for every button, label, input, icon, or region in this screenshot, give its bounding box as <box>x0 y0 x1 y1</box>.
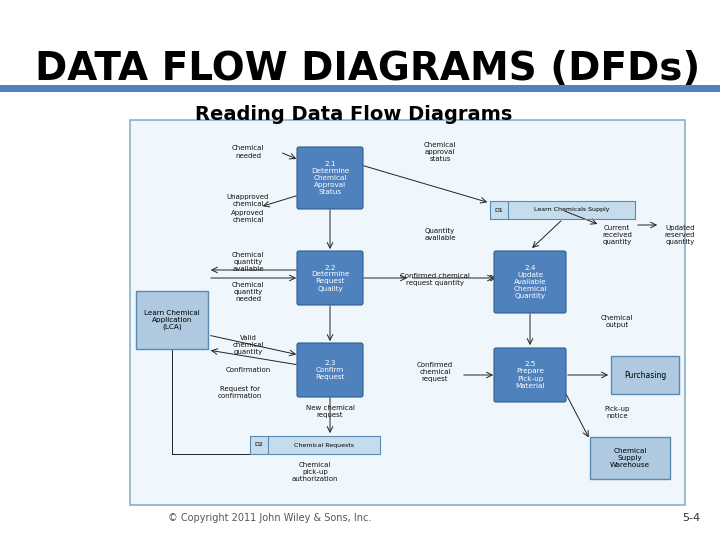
Text: Confirmed
chemical
request: Confirmed chemical request <box>417 362 453 382</box>
FancyBboxPatch shape <box>297 251 363 305</box>
Text: Unapproved
chemical: Unapproved chemical <box>227 193 269 206</box>
Text: 5-4: 5-4 <box>682 513 700 523</box>
Text: 2.5
Prepare
Pick-up
Material: 2.5 Prepare Pick-up Material <box>516 361 545 388</box>
Text: 2.4
Update
Available
Chemical
Quantity: 2.4 Update Available Chemical Quantity <box>513 265 546 299</box>
Text: 2.1
Determine
Chemical
Approval
Status: 2.1 Determine Chemical Approval Status <box>311 161 349 195</box>
Bar <box>490 201 635 219</box>
FancyBboxPatch shape <box>494 348 566 402</box>
Text: Confirmed chemical
request quantity: Confirmed chemical request quantity <box>400 273 470 287</box>
Text: Purchasing: Purchasing <box>624 370 666 380</box>
Text: Reading Data Flow Diagrams: Reading Data Flow Diagrams <box>195 105 513 124</box>
Text: Valid
chemical
quantity: Valid chemical quantity <box>233 335 264 355</box>
Text: Chemical
quantity
needed: Chemical quantity needed <box>232 282 264 302</box>
Text: New chemical
request: New chemical request <box>305 406 354 419</box>
Text: 2.2
Determine
Request
Quality: 2.2 Determine Request Quality <box>311 265 349 292</box>
Text: Updated
reserved
quantity: Updated reserved quantity <box>665 225 696 245</box>
FancyBboxPatch shape <box>297 343 363 397</box>
Text: Approved
chemical: Approved chemical <box>231 211 265 224</box>
Text: © Copyright 2011 John Wiley & Sons, Inc.: © Copyright 2011 John Wiley & Sons, Inc. <box>168 513 372 523</box>
Bar <box>130 120 685 505</box>
Text: Chemical
output: Chemical output <box>600 315 633 328</box>
Text: D2: D2 <box>255 442 264 448</box>
Text: Chemical
needed: Chemical needed <box>232 145 264 159</box>
Text: Request for
confirmation: Request for confirmation <box>218 386 262 399</box>
Text: 2.3
Confirm
Request: 2.3 Confirm Request <box>315 360 345 380</box>
Text: Confirmation: Confirmation <box>225 367 271 373</box>
Text: Chemical
quantity
available: Chemical quantity available <box>232 252 264 272</box>
Text: Current
received
quantity: Current received quantity <box>602 225 632 245</box>
Text: Pick-up
notice: Pick-up notice <box>604 406 630 419</box>
FancyBboxPatch shape <box>297 147 363 209</box>
Bar <box>590 437 670 479</box>
Text: D1: D1 <box>495 207 503 213</box>
Text: DATA FLOW DIAGRAMS (DFDs): DATA FLOW DIAGRAMS (DFDs) <box>35 50 701 88</box>
FancyBboxPatch shape <box>494 251 566 313</box>
Bar <box>611 356 679 394</box>
Text: Chemical
approval
status: Chemical approval status <box>424 142 456 162</box>
Text: Learn Chemical
Application
(LCA): Learn Chemical Application (LCA) <box>144 310 200 330</box>
Bar <box>0 85 720 92</box>
Text: Quantity
available: Quantity available <box>424 228 456 241</box>
Text: Chemical
pick-up
authorization: Chemical pick-up authorization <box>292 462 338 482</box>
Bar <box>250 436 380 454</box>
Text: Learn Chemicals Supply: Learn Chemicals Supply <box>534 207 609 213</box>
Text: Chemical Requests: Chemical Requests <box>294 442 354 448</box>
Bar <box>136 291 208 349</box>
Text: Chemical
Supply
Warehouse: Chemical Supply Warehouse <box>610 448 650 468</box>
